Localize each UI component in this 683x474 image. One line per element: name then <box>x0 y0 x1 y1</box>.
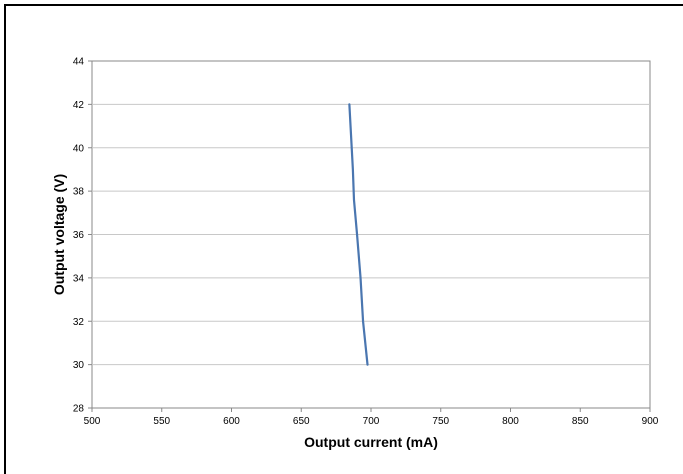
x-tick-label: 750 <box>432 416 449 427</box>
x-axis-ticks: 500 550 600 650 700 750 800 850 900 <box>84 408 659 427</box>
x-tick-label: 500 <box>84 416 101 427</box>
y-tick-label: 44 <box>73 57 85 68</box>
y-axis-ticks: 28 30 32 34 36 38 40 42 44 <box>73 57 92 415</box>
x-tick-label: 850 <box>572 416 589 427</box>
y-tick-label: 36 <box>73 230 85 241</box>
x-tick-label: 700 <box>363 416 380 427</box>
series-group <box>348 103 369 366</box>
y-tick-label: 34 <box>73 273 85 284</box>
y-tick-label: 38 <box>73 187 85 198</box>
y-tick-label: 42 <box>73 100 85 111</box>
y-tick-label: 28 <box>73 404 85 415</box>
y-tick-label: 40 <box>73 143 85 154</box>
x-tick-label: 600 <box>223 416 240 427</box>
x-tick-label: 900 <box>642 416 659 427</box>
x-tick-label: 650 <box>293 416 310 427</box>
gridlines <box>92 103 650 366</box>
y-tick-label: 30 <box>73 360 85 371</box>
y-tick-label: 32 <box>73 317 85 328</box>
y-axis-title: Output voltage (V) <box>51 174 67 295</box>
x-axis-title: Output current (mA) <box>304 434 438 450</box>
series-line-1 <box>348 103 369 366</box>
x-tick-label: 550 <box>153 416 170 427</box>
x-tick-label: 800 <box>502 416 519 427</box>
